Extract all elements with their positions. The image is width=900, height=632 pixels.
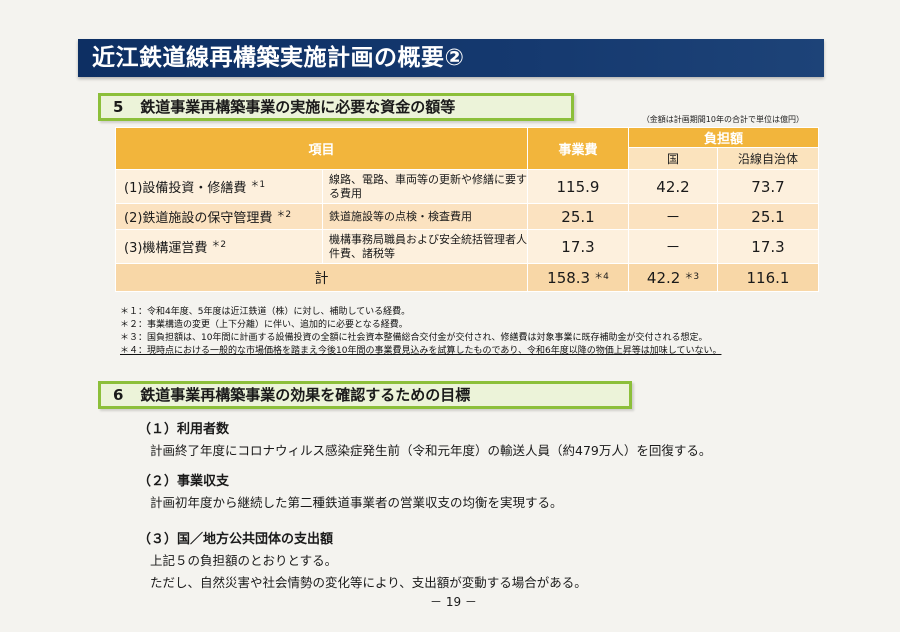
section-5-number: 5 [113, 98, 124, 116]
section-6-title: 鉄道事業再構築事業の効果を確認するための目標 [140, 386, 471, 404]
section-5-title: 鉄道事業再構築事業の実施に必要な資金の額等 [140, 98, 456, 116]
header-burden: 負担額 [628, 127, 819, 148]
total-cost: 158.3 [547, 268, 591, 287]
unit-note: （金額は計画期間10年の合計で単位は億円） [641, 115, 804, 124]
goal-heading: （３）国／地方公共団体の支出額 [138, 532, 334, 547]
goal-heading: （１）利用者数 [138, 422, 230, 437]
row-national: － [628, 203, 718, 230]
row-description: 線路、電路、車両等の更新や修繕に要する費用 [322, 169, 528, 204]
section-6-number: 6 [113, 386, 124, 404]
goal-text: ただし、自然災害や社会情勢の変化等により、支出額が変動する場合がある。 [150, 575, 587, 590]
row-cost: 115.9 [527, 169, 629, 204]
row-local: 25.1 [717, 203, 819, 230]
header-cost: 事業費 [527, 127, 629, 170]
header-national: 国 [628, 147, 718, 170]
funding-table: 項目 事業費 負担額 国 沿線自治体 (1)設備投資・修繕費 ＊1 線路、電路、車… [115, 127, 819, 292]
row-national: 42.2 [628, 169, 718, 204]
total-row: 計 158.3 ＊4 42.2 ＊3 116.1 [115, 263, 819, 292]
row-local: 17.3 [717, 229, 819, 264]
row-name: (2)鉄道施設の保守管理費 [124, 211, 273, 226]
header-item: 項目 [115, 127, 528, 170]
goal-text: 上記５の負担額のとおりとする。 [150, 553, 338, 568]
total-cost-mark: ＊4 [594, 271, 609, 282]
total-national-mark: ＊3 [684, 271, 700, 282]
goal-text: 計画終了年度にコロナウィルス感染症発生前（令和元年度）の輸送人員（約479万人）… [150, 443, 712, 458]
footnote: ＊２：事業構造の変更（上下分離）に伴い、追加的に必要となる経費。 [120, 320, 408, 330]
total-national: 42.2 [646, 268, 681, 287]
row-cost: 17.3 [527, 229, 629, 264]
total-local: 116.1 [717, 263, 819, 292]
section-5-heading: 5 鉄道事業再構築事業の実施に必要な資金の額等 [98, 93, 574, 121]
row-footnote-mark: ＊2 [276, 210, 292, 220]
row-footnote-mark: ＊1 [250, 180, 266, 190]
section-6-heading: 6 鉄道事業再構築事業の効果を確認するための目標 [98, 381, 632, 409]
table-row: (2)鉄道施設の保守管理費 ＊2 鉄道施設等の点検・検査費用 25.1 － 25.… [115, 203, 819, 230]
footnote: ＊３：国負担額は、10年間に計画する設備投資の全額に社会資本整備総合交付金が交付… [120, 333, 708, 343]
footnote: ＊１：令和4年度、5年度は近江鉄道（株）に対し、補助している経費。 [120, 307, 411, 317]
page-title: 近江鉄道線再構築実施計画の概要② [78, 39, 824, 77]
table-row: (1)設備投資・修繕費 ＊1 線路、電路、車両等の更新や修繕に要する費用 115.… [115, 169, 819, 204]
table-row: (3)機構運営費 ＊2 機構事務局職員および安全統括管理者人件費、諸税等 17.3… [115, 229, 819, 264]
total-label: 計 [115, 263, 528, 292]
header-local: 沿線自治体 [717, 147, 819, 170]
footnote: ＊４：現時点における一般的な市場価格を踏まえ今後10年間の事業費見込みを試算した… [120, 346, 722, 356]
goal-heading: （２）事業収支 [138, 474, 230, 489]
page-number: － 19 － [430, 595, 477, 609]
row-name: (3)機構運営費 [124, 241, 208, 256]
goal-text: 計画初年度から継続した第二種鉄道事業者の営業収支の均衡を実現する。 [150, 495, 563, 510]
row-description: 鉄道施設等の点検・検査費用 [322, 203, 528, 230]
row-description: 機構事務局職員および安全統括管理者人件費、諸税等 [322, 229, 528, 264]
row-name: (1)設備投資・修繕費 [124, 181, 247, 196]
row-local: 73.7 [717, 169, 819, 204]
row-cost: 25.1 [527, 203, 629, 230]
row-national: － [628, 229, 718, 264]
row-footnote-mark: ＊2 [211, 240, 227, 250]
